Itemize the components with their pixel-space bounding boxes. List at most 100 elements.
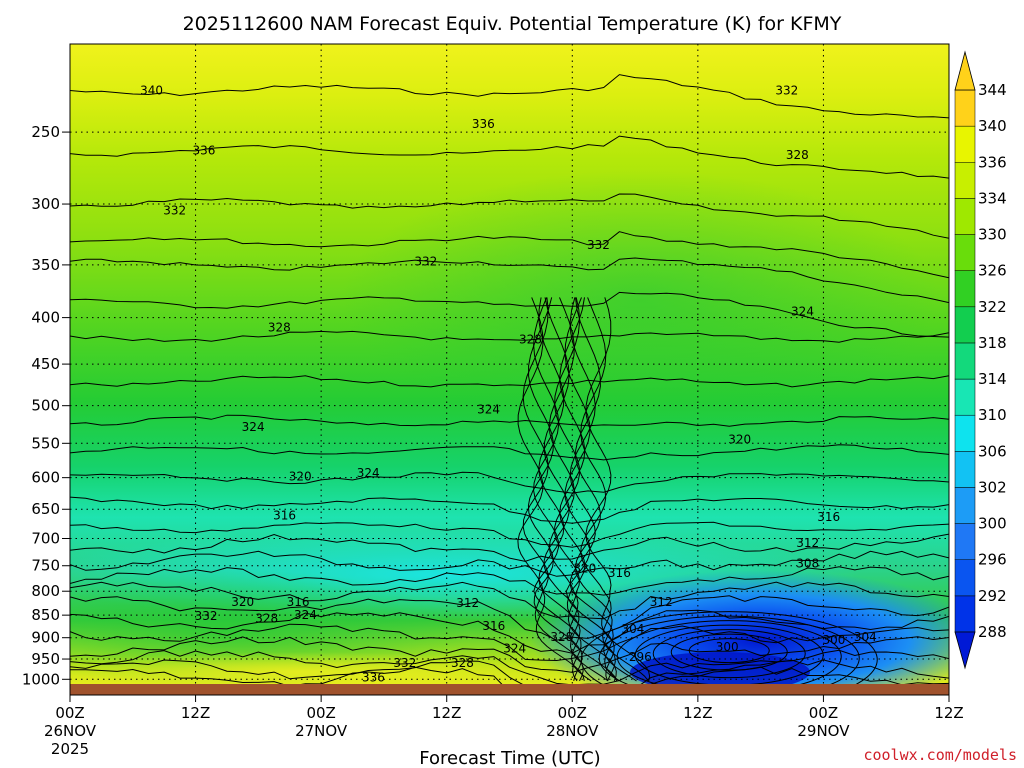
contour-line <box>70 471 949 494</box>
colorbar-label: 322 <box>978 298 1007 316</box>
x-tick-label: 00Z <box>809 704 838 722</box>
colorbar-label: 344 <box>978 81 1007 99</box>
frontal-contour <box>554 297 617 682</box>
y-tick-label: 300 <box>31 195 60 213</box>
y-tick-label: 600 <box>31 469 60 487</box>
colorbar-label: 296 <box>978 551 1007 569</box>
x-year-label: 2025 <box>51 740 89 758</box>
colorbar-segment <box>954 559 976 597</box>
frontal-contour <box>569 297 620 682</box>
contour-label: 332 <box>163 204 186 218</box>
y-tick-label: 350 <box>31 256 60 274</box>
contour-label: 312 <box>650 595 673 609</box>
colorbar-segment <box>954 125 976 163</box>
contour-label: 332 <box>775 83 798 97</box>
y-tick-label: 400 <box>31 309 60 327</box>
contour-label: 328 <box>550 630 573 644</box>
contour-line <box>70 566 949 596</box>
x-axis-title: Forecast Time (UTC) <box>419 748 600 768</box>
contour-line <box>70 193 949 239</box>
colorbar-segment <box>954 451 976 488</box>
frontal-contour <box>543 297 609 682</box>
colorbar-segment <box>954 595 976 633</box>
colorbar-label: 302 <box>978 478 1007 496</box>
chart-title: 2025112600 NAM Forecast Equiv. Potential… <box>183 13 842 35</box>
contour-line <box>70 291 949 338</box>
contour-label: 328 <box>786 148 809 162</box>
contour-line <box>70 257 949 304</box>
y-tick-label: 700 <box>31 530 60 548</box>
colorbar-label: 340 <box>978 117 1007 135</box>
x-tick-label: 12Z <box>432 704 461 722</box>
contour-label: 308 <box>796 557 819 571</box>
watermark: coolwx.com/models <box>863 746 1017 764</box>
colorbar-segment <box>954 378 976 416</box>
contour-label: 320 <box>289 469 312 483</box>
frontal-contour <box>517 297 585 682</box>
colorbar-label: 318 <box>978 334 1007 352</box>
contour-label: 328 <box>519 333 542 347</box>
frontal-contour <box>538 297 592 682</box>
colorbar-segment <box>954 342 976 380</box>
contour-label: 316 <box>482 619 505 633</box>
colorbar-label: 334 <box>978 189 1007 207</box>
x-tick-label: 00Z <box>558 704 587 722</box>
y-tick-label: 900 <box>31 629 60 647</box>
contour-line <box>70 521 949 548</box>
colorbar-label: 292 <box>978 587 1007 605</box>
colorbar-segment <box>954 198 976 235</box>
y-tick-label: 750 <box>31 557 60 575</box>
y-tick-label: 500 <box>31 397 60 415</box>
contour-label: 332 <box>195 609 218 623</box>
contour-label: 324 <box>294 608 317 622</box>
contour-line <box>70 414 949 427</box>
contour-line <box>70 581 949 620</box>
contour-label: 304 <box>854 630 877 644</box>
x-tick-label: 12Z <box>181 704 210 722</box>
contour-line <box>70 444 949 461</box>
colorbar-segment <box>954 523 976 560</box>
contour-line <box>70 496 949 524</box>
cold-pool-contour <box>616 620 842 684</box>
colorbar-label: 326 <box>978 262 1007 280</box>
contour-label: 320 <box>573 561 596 575</box>
contour-label: 332 <box>587 238 610 252</box>
frontal-contour <box>580 297 649 682</box>
cold-pool-core <box>630 652 810 684</box>
contour-line <box>70 375 949 388</box>
x-tick-label: 00Z <box>306 704 335 722</box>
colorbar-bottom-arrow <box>954 631 976 670</box>
cold-pool-contour <box>688 638 770 664</box>
frontal-contour <box>522 297 584 682</box>
colorbar: 288 292 296 300 302 306 310 314 318 322 326 330 334 3… <box>954 50 1007 670</box>
contour-label: 324 <box>477 403 500 417</box>
contour-label: 340 <box>140 83 163 97</box>
y-tick-label: 550 <box>31 434 60 452</box>
contour-line <box>70 623 949 662</box>
x-date-label: 29NOV <box>797 722 850 740</box>
contour-label: 324 <box>357 466 380 480</box>
contour-line <box>70 231 949 279</box>
contour-line <box>70 609 949 654</box>
colorbar-label: 336 <box>978 153 1007 171</box>
colorbar-segment <box>954 306 976 344</box>
x-tick-label: 12Z <box>683 704 712 722</box>
colorbar-label: 288 <box>978 623 1007 641</box>
contour-line <box>70 636 949 673</box>
colorbar-segment <box>954 487 976 524</box>
x-date-label: 28NOV <box>546 722 599 740</box>
x-date-label: 27NOV <box>295 722 348 740</box>
colorbar-segment <box>954 270 976 308</box>
cold-pool-contour <box>580 611 878 684</box>
plot-area: 250 300 350 400 450 500 550 600 650 700 750 800 850 9… <box>22 43 964 758</box>
contour-labels: 3403363363323283323323323243283283243243… <box>140 83 877 684</box>
y-tick-label: 950 <box>31 650 60 668</box>
colorbar-label: 306 <box>978 442 1007 460</box>
colorbar-label: 310 <box>978 406 1007 424</box>
contour-line <box>70 595 949 641</box>
frontal-contour <box>574 297 637 682</box>
x-date-label: 26NOV <box>44 722 97 740</box>
contour-line <box>70 659 949 684</box>
grid-lines <box>62 44 950 702</box>
